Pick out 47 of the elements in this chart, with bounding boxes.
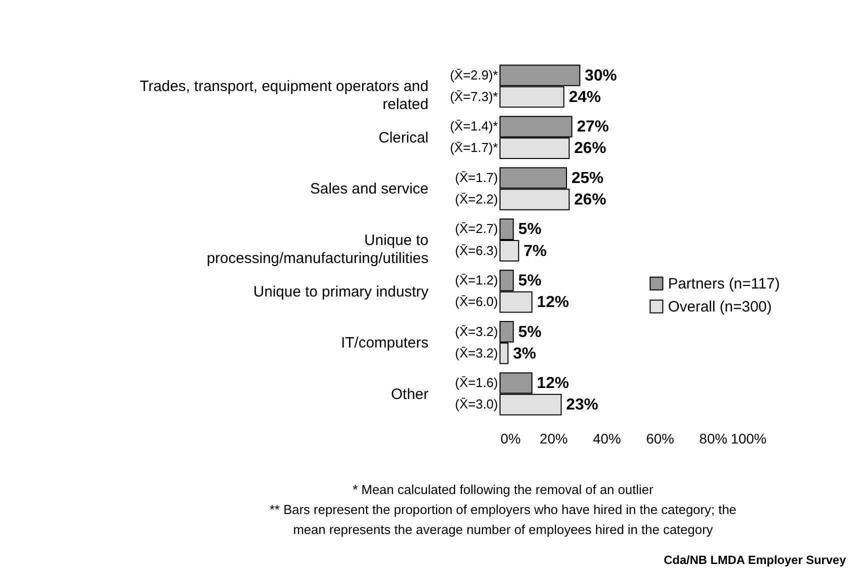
data-label: 25% [572, 170, 604, 187]
y-tick-label: Clerical [378, 129, 428, 146]
y-tick-label: IT/computers [340, 334, 428, 352]
legend-label: Partners (n=117) [668, 276, 780, 292]
text: Cda/NB LMDA Employer Survey [664, 553, 846, 567]
text: * Mean calculated following the removal of an outlier [352, 482, 654, 497]
y-tick-label: Sales and service [310, 180, 428, 198]
text: (X̄=6.0) [455, 294, 498, 310]
text: (X̄=3.2) [455, 324, 498, 339]
x-tick-label: 0% [500, 430, 521, 446]
y-tick-label: Other [390, 386, 429, 403]
text: (X̄=1.7) [455, 170, 498, 185]
text: (X̄=2.2) [455, 192, 498, 206]
text: (X̄=7.3)* [450, 88, 498, 104]
data-label: 27% [576, 118, 609, 136]
text: (X̄=2.7) [455, 221, 498, 236]
x-tick-label: 20% [540, 430, 568, 446]
data-label: 5% [518, 272, 542, 290]
text: (X̄=3.2) [455, 345, 498, 360]
data-label: 12% [536, 294, 569, 312]
y-tick-label: Unique to processing/manufacturing/utilities [206, 232, 428, 267]
data-label: 7% [524, 242, 547, 260]
data-label: 26% [574, 140, 606, 158]
text: (X̄=2.9)* [450, 67, 498, 82]
text: (X̄=6.3) [455, 242, 498, 258]
text: (X̄=1.7)* [450, 140, 498, 156]
x-tick-label: 60% [646, 430, 674, 446]
y-tick-label: Trades, transport, equipment operators and related [140, 78, 428, 114]
data-label: 24% [568, 88, 601, 106]
text: ** Bars represent the proportion of employers who have hired in the category; the [270, 502, 736, 517]
y-tick-label: Unique to primary industry [253, 283, 429, 300]
text: (X̄=1.6) [455, 375, 498, 390]
x-tick-label: 100% [730, 430, 766, 446]
data-label: 23% [566, 396, 598, 414]
data-label: 5% [518, 324, 542, 341]
data-label: 5% [518, 221, 542, 238]
text: (X̄=1.2) [455, 272, 498, 288]
legend-label: Overall (n=300) [668, 298, 772, 316]
data-label: 12% [536, 375, 569, 392]
data-label: 3% [512, 345, 536, 362]
text: (X̄=3.0) [455, 396, 498, 412]
text: mean represents the average number of employees hired in the category [293, 522, 714, 537]
x-tick-label: 80% [699, 430, 728, 446]
data-label: 30% [584, 67, 617, 84]
x-tick-label: 40% [592, 430, 621, 446]
text: (X̄=1.4)* [450, 118, 498, 134]
data-label: 26% [574, 192, 606, 208]
